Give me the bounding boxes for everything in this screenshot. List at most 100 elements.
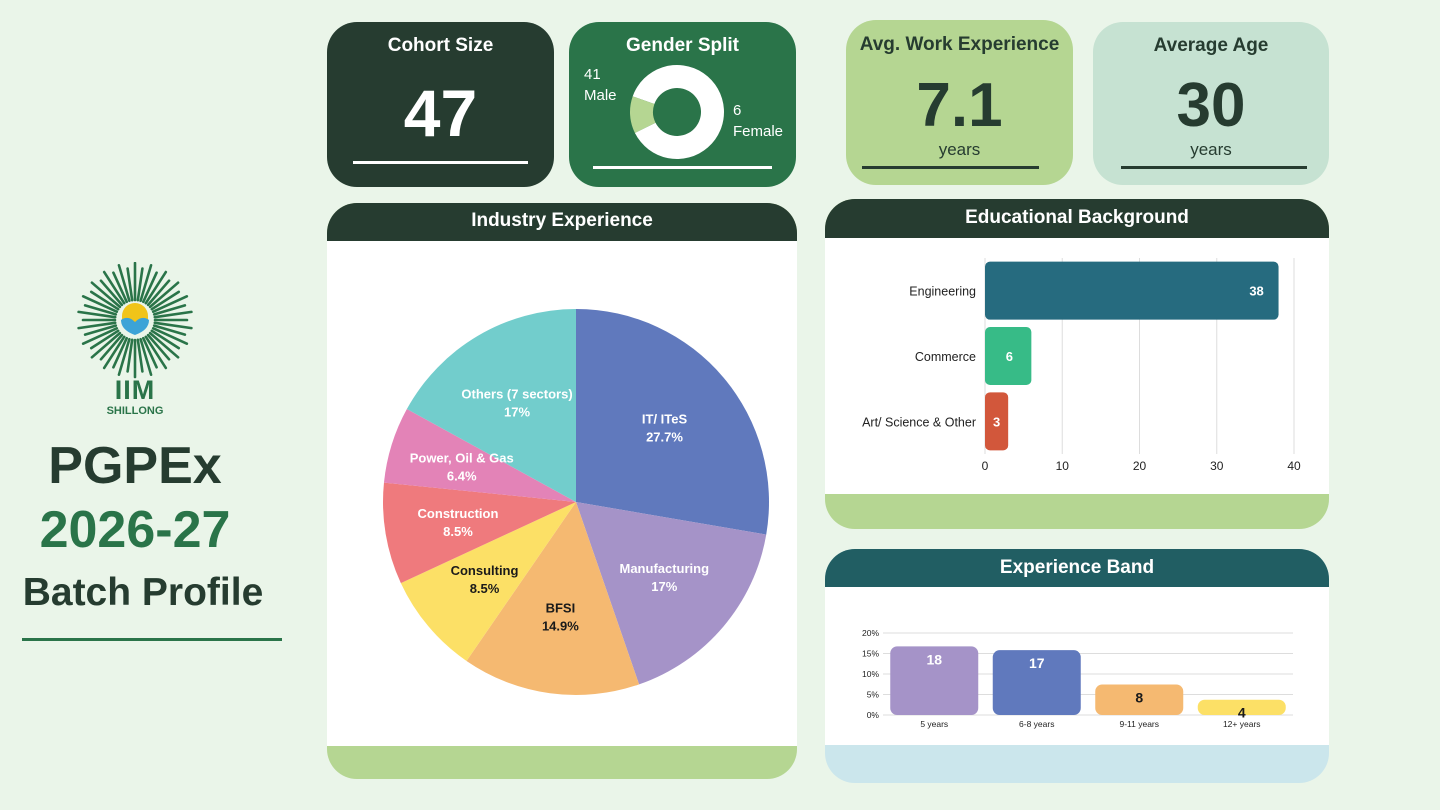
edu-tick-label: 10: [1056, 459, 1070, 473]
pie-slice: [576, 502, 767, 685]
pie-slice: [406, 309, 576, 502]
education-bar-chart: 0 10 20 30 40 Engineering 38 Commerce 6 Art/ Scie…: [862, 258, 1301, 473]
logo-ray: [142, 271, 158, 304]
logo-ray: [136, 338, 144, 373]
experience-title: Experience Band: [825, 549, 1329, 587]
male-count: 41: [584, 66, 601, 83]
pie-value-label: 8.5%: [470, 581, 500, 596]
program-name: PGPEx: [48, 437, 222, 495]
pie-slice: [466, 502, 640, 695]
logo-ray: [77, 310, 117, 319]
logo-ray: [126, 338, 134, 373]
gender-slice-female: [630, 96, 656, 133]
industry-title: Industry Experience: [327, 203, 797, 241]
logo-sun-icon: [77, 261, 193, 379]
exp-bar: [1095, 684, 1184, 715]
edu-tick-label: 40: [1287, 459, 1301, 473]
edu-bar: [985, 392, 1009, 451]
logo-ray: [117, 264, 131, 303]
cohort-card: Cohort Size 47: [327, 22, 554, 187]
pie-category-label: Consulting: [451, 563, 519, 578]
pie-slice: [400, 502, 576, 661]
education-title: Educational Background: [825, 199, 1329, 238]
exp-category-label: 12+ years: [1223, 719, 1261, 729]
logo-ray: [144, 335, 168, 370]
logo-ray: [151, 295, 189, 313]
work-unit: years: [938, 140, 981, 159]
cohort-title: Cohort Size: [387, 35, 494, 56]
logo-ray: [153, 321, 193, 330]
pie-value-label: 17%: [504, 404, 530, 419]
subtitle-divider: [22, 638, 282, 641]
age-unit: years: [1190, 140, 1232, 159]
edu-category-label: Engineering: [909, 285, 976, 299]
pie-slice: [383, 482, 576, 584]
exp-value-label: 4: [1238, 705, 1246, 721]
edu-bar: [985, 261, 1279, 320]
pie-category-label: Power, Oil & Gas: [410, 450, 514, 465]
pie-category-label: Manufacturing: [620, 561, 710, 576]
logo-ray: [83, 324, 118, 336]
exp-tick-label: 10%: [862, 669, 879, 679]
pie-category-label: Others (7 sectors): [461, 386, 572, 401]
logo-ray: [83, 304, 118, 316]
experience-bar-chart: 0% 5% 10% 15% 20% 18 5 years 17 6-8 years 8 9-11 y…: [862, 628, 1293, 729]
pie-value-label: 6.4%: [447, 468, 477, 483]
logo-ray: [77, 321, 117, 330]
exp-bar: [992, 650, 1081, 715]
logo-ray: [146, 333, 171, 361]
logo-ray: [144, 270, 168, 305]
logo-name: IIM: [114, 375, 156, 405]
logo-ray: [150, 290, 181, 311]
experience-chart-area: 0% 5% 10% 15% 20% 18 5 years 17 6-8 years 8 9-11 y…: [825, 587, 1329, 745]
logo-ray: [139, 264, 153, 303]
gender-title: Gender Split: [626, 35, 739, 56]
industry-panel: Industry Experience IT/ ITeS 27.7% Manufac…: [327, 203, 797, 779]
pie-category-label: BFSI: [546, 601, 576, 616]
education-panel: Educational Background 0 10 20 30 40 Engineer…: [825, 199, 1329, 529]
education-chart-area: 0 10 20 30 40 Engineering 38 Commerce 6 Art/ Scie…: [825, 238, 1329, 494]
edu-category-label: Art/ Science & Other: [862, 415, 976, 429]
logo-ray: [102, 270, 126, 305]
logo-ray: [99, 279, 124, 307]
age-card: Average Age 30 years: [1093, 22, 1329, 185]
logo-ray: [152, 324, 187, 336]
exp-tick-label: 0%: [867, 710, 880, 720]
exp-category-label: 5 years: [920, 719, 948, 729]
edu-tick-label: 20: [1133, 459, 1147, 473]
logo-ray: [126, 267, 134, 302]
logo: IIM SHILLONG: [72, 261, 198, 422]
logo-ray: [112, 271, 128, 304]
edu-value-label: 6: [1006, 349, 1013, 364]
age-value: 30: [1176, 71, 1246, 140]
edu-bar: [985, 327, 1032, 385]
experience-panel: Experience Band 0% 5% 10% 15% 20% 18 5 years 17…: [825, 549, 1329, 783]
pie-value-label: 8.5%: [443, 524, 473, 539]
logo-ray: [102, 335, 126, 370]
work-title: Avg. Work Experience: [859, 34, 1060, 55]
work-card: Avg. Work Experience 7.1 years: [846, 20, 1073, 185]
program-year: 2026-27: [39, 501, 231, 559]
logo-ray: [150, 329, 181, 350]
age-title: Average Age: [1153, 35, 1269, 56]
exp-bar: [1197, 699, 1286, 715]
exp-value-label: 17: [1029, 655, 1045, 671]
program-subtitle: Batch Profile: [22, 571, 264, 614]
logo-ray: [81, 295, 119, 313]
logo-ray: [153, 310, 193, 319]
edu-tick-label: 30: [1210, 459, 1224, 473]
exp-value-label: 18: [926, 651, 942, 667]
gender-donut: [630, 65, 724, 159]
exp-category-label: 6-8 years: [1019, 719, 1054, 729]
female-count: 6: [733, 102, 742, 119]
logo-ray: [89, 329, 120, 350]
logo-ray: [136, 267, 144, 302]
exp-tick-label: 15%: [862, 649, 879, 659]
exp-bar: [890, 646, 979, 715]
industry-chart-area: IT/ ITeS 27.7% Manufacturing 17% BFSI 14.9% Co…: [327, 241, 797, 746]
pie-slice: [576, 309, 769, 535]
work-divider: [862, 166, 1039, 169]
exp-tick-label: 5%: [867, 690, 880, 700]
logo-ray: [148, 331, 180, 359]
exp-value-label: 8: [1135, 689, 1143, 705]
